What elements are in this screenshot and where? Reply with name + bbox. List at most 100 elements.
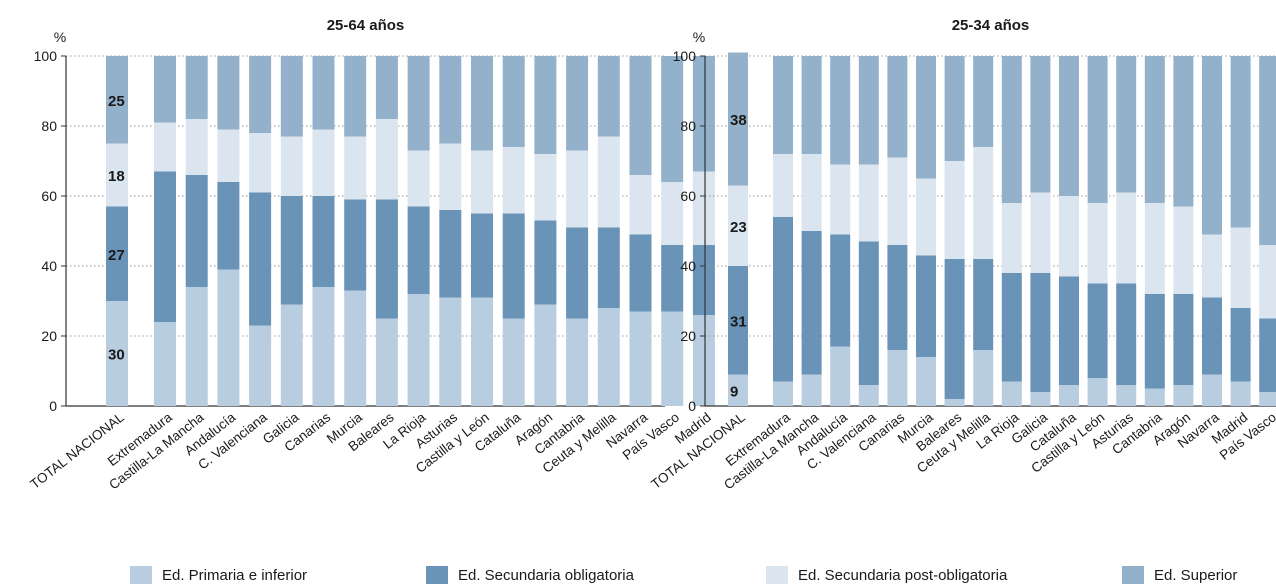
y-tick-label-100: 100 xyxy=(34,48,58,64)
bar-murcia-ed-secundaria-obligatoria xyxy=(916,255,936,357)
bar-asturias-ed-secundaria-post-obligatoria xyxy=(439,143,462,210)
legend-label-primaria: Ed. Primaria e inferior xyxy=(162,566,308,584)
bar-madrid-ed-secundaria-post-obligatoria xyxy=(692,171,715,245)
bar-baleares-ed-secundaria-post-obligatoria xyxy=(944,161,965,259)
bar-canarias-ed-superior xyxy=(887,56,908,158)
bar-c-valenciana-ed-secundaria-post-obligatoria xyxy=(249,133,272,193)
bar-baleares-ed-secundaria-obligatoria xyxy=(375,199,398,319)
bar-galicia-ed-primaria-e-inferior xyxy=(280,304,303,406)
bar-galicia-ed-secundaria-post-obligatoria xyxy=(1030,192,1051,273)
bar-castilla-y-leon-ed-primaria-e-inferior xyxy=(1087,378,1108,406)
bar-pais-vasco-ed-secundaria-post-obligatoria xyxy=(661,182,684,245)
bar-madrid-ed-primaria-e-inferior xyxy=(692,315,715,406)
bar-baleares-ed-superior xyxy=(375,56,398,119)
bar-ceuta-y-melilla-ed-secundaria-obligatoria xyxy=(597,227,620,308)
bar-madrid-ed-superior xyxy=(692,56,715,172)
bar-baleares-ed-secundaria-obligatoria xyxy=(944,259,965,399)
bar-madrid-ed-secundaria-obligatoria xyxy=(692,245,715,315)
bar-ceuta-y-melilla-ed-superior xyxy=(597,56,620,137)
bar-ceuta-y-melilla-ed-primaria-e-inferior xyxy=(597,308,620,406)
bar-galicia-ed-secundaria-post-obligatoria xyxy=(280,136,303,196)
data-label-ed-secundaria-obligatoria: 31 xyxy=(730,313,747,330)
bar-pais-vasco-ed-secundaria-post-obligatoria xyxy=(1259,245,1276,319)
bar-ceuta-y-melilla-ed-secundaria-post-obligatoria xyxy=(597,136,620,228)
bar-murcia-ed-secundaria-post-obligatoria xyxy=(344,136,367,200)
bar-andalucia-ed-primaria-e-inferior xyxy=(217,269,240,406)
bar-castilla-y-leon-ed-primaria-e-inferior xyxy=(471,297,493,406)
bar-navarra-ed-secundaria-obligatoria xyxy=(1202,297,1222,375)
legend-item-primaria: Ed. Primaria e inferior xyxy=(130,564,307,586)
bar-cantabria-ed-secundaria-post-obligatoria xyxy=(566,150,589,228)
legend-label-sec-post: Ed. Secundaria post-obligatoria xyxy=(798,566,1008,584)
bar-asturias-ed-primaria-e-inferior xyxy=(1116,385,1137,406)
bar-canarias-ed-secundaria-obligatoria xyxy=(312,196,335,287)
y-tick-label-100: 100 xyxy=(673,48,697,64)
legend-swatch-superior xyxy=(1122,566,1144,584)
bar-cataluna-ed-primaria-e-inferior xyxy=(502,318,525,406)
y-tick-label-20: 20 xyxy=(680,328,696,344)
bar-navarra-ed-superior xyxy=(629,56,652,175)
bar-ceuta-y-melilla-ed-secundaria-post-obligatoria xyxy=(973,147,994,259)
bar-castilla-la-mancha-ed-secundaria-obligatoria xyxy=(801,231,822,375)
bar-canarias-ed-secundaria-post-obligatoria xyxy=(887,157,908,245)
bar-baleares-ed-secundaria-post-obligatoria xyxy=(375,119,398,200)
bar-la-rioja-ed-superior xyxy=(1001,56,1022,203)
bar-castilla-la-mancha-ed-secundaria-post-obligatoria xyxy=(185,119,208,175)
chart-title: 25-64 años xyxy=(327,17,405,34)
bar-galicia-ed-primaria-e-inferior xyxy=(1030,392,1051,406)
bar-canarias-ed-primaria-e-inferior xyxy=(887,350,908,406)
y-tick-label-60: 60 xyxy=(680,188,696,204)
bar-aragon-ed-secundaria-post-obligatoria xyxy=(534,154,557,221)
bar-la-rioja-ed-primaria-e-inferior xyxy=(407,294,430,406)
bar-castilla-la-mancha-ed-secundaria-obligatoria xyxy=(185,175,208,287)
bar-canarias-ed-secundaria-post-obligatoria xyxy=(312,129,335,196)
bar-extremadura-ed-primaria-e-inferior xyxy=(154,322,176,406)
bar-cantabria-ed-primaria-e-inferior xyxy=(566,318,589,406)
bar-cantabria-ed-primaria-e-inferior xyxy=(1144,388,1165,406)
bar-c-valenciana-ed-secundaria-post-obligatoria xyxy=(858,164,879,242)
bar-canarias-ed-superior xyxy=(312,56,335,130)
bar-baleares-ed-primaria-e-inferior xyxy=(375,318,398,406)
bar-pais-vasco-ed-secundaria-obligatoria xyxy=(1259,318,1276,392)
bar-total-nacional-ed-superior xyxy=(728,52,748,186)
bar-murcia-ed-superior xyxy=(344,56,367,137)
bar-pais-vasco-ed-superior xyxy=(661,56,684,182)
y-tick-label-0: 0 xyxy=(49,398,57,414)
bar-total-nacional-ed-secundaria-obligatoria xyxy=(728,266,748,375)
bar-extremadura-ed-secundaria-post-obligatoria xyxy=(773,154,793,217)
chart-title: 25-34 años xyxy=(952,17,1030,34)
bar-la-rioja-ed-secundaria-post-obligatoria xyxy=(1001,203,1022,273)
bar-cantabria-ed-superior xyxy=(566,56,589,151)
bar-andalucia-ed-superior xyxy=(217,56,240,130)
bar-c-valenciana-ed-primaria-e-inferior xyxy=(249,325,272,406)
bar-murcia-ed-primaria-e-inferior xyxy=(916,357,936,406)
bar-extremadura-ed-secundaria-post-obligatoria xyxy=(154,122,176,172)
bar-navarra-ed-secundaria-obligatoria xyxy=(629,234,652,312)
bar-asturias-ed-secundaria-obligatoria xyxy=(439,210,462,298)
y-tick-label-20: 20 xyxy=(41,328,57,344)
bar-c-valenciana-ed-secundaria-obligatoria xyxy=(249,192,272,326)
bar-total-nacional-ed-primaria-e-inferior xyxy=(728,374,748,406)
bar-murcia-ed-superior xyxy=(916,56,936,179)
bar-galicia-ed-secundaria-obligatoria xyxy=(1030,273,1051,392)
y-tick-label-80: 80 xyxy=(41,118,57,134)
bar-castilla-la-mancha-ed-superior xyxy=(801,56,822,154)
bar-total-nacional-ed-primaria-e-inferior xyxy=(106,301,128,406)
bar-cataluna-ed-secundaria-post-obligatoria xyxy=(502,147,525,214)
bar-castilla-y-leon-ed-superior xyxy=(1087,56,1108,203)
bar-aragon-ed-primaria-e-inferior xyxy=(534,304,557,406)
bar-madrid-ed-secundaria-post-obligatoria xyxy=(1230,227,1251,308)
bar-navarra-ed-primaria-e-inferior xyxy=(629,311,652,406)
y-tick-label-40: 40 xyxy=(41,258,57,274)
bar-castilla-y-leon-ed-superior xyxy=(471,56,493,151)
data-label-ed-primaria-e-inferior: 9 xyxy=(730,383,738,400)
bar-castilla-y-leon-ed-secundaria-obligatoria xyxy=(1087,283,1108,378)
bar-castilla-la-mancha-ed-secundaria-post-obligatoria xyxy=(801,154,822,231)
legend-item-superior: Ed. Superior xyxy=(1122,564,1237,586)
legend-label-sec-obligatoria: Ed. Secundaria obligatoria xyxy=(458,566,634,584)
bar-madrid-ed-secundaria-obligatoria xyxy=(1230,308,1251,382)
bar-cataluna-ed-superior xyxy=(1059,56,1079,196)
